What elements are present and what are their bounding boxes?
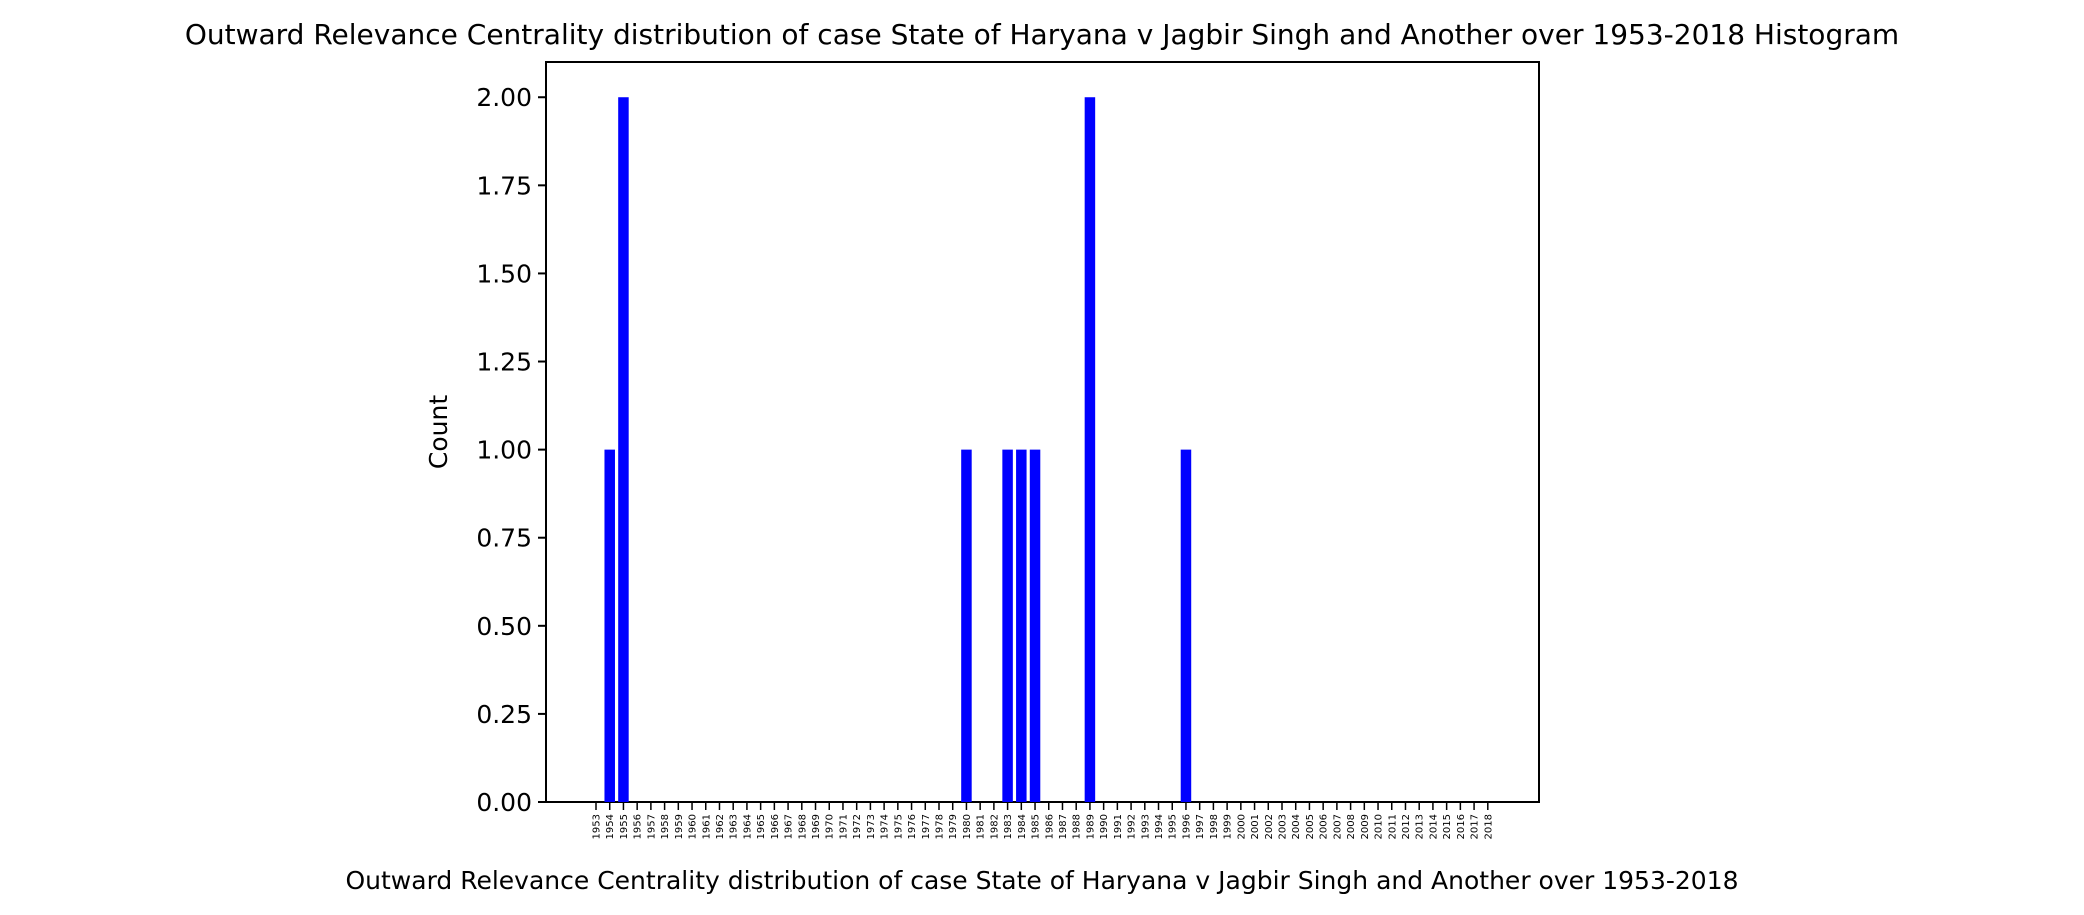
x-tick-label: 1959 — [674, 814, 685, 839]
x-tick-label: 1998 — [1209, 814, 1220, 839]
x-tick-label: 1972 — [852, 814, 863, 839]
x-tick-label: 2004 — [1291, 814, 1302, 839]
y-axis: 0.00 0.25 0.50 0.75 1.00 1.25 1.50 1.75 2.00 — [476, 83, 546, 817]
bar-1980 — [961, 449, 972, 802]
x-tick-label: 1973 — [866, 814, 877, 839]
x-tick-label: 1969 — [811, 814, 822, 839]
x-tick-label: 1970 — [825, 814, 836, 839]
x-tick-label: 1977 — [921, 814, 932, 839]
x-tick-label: 1996 — [1181, 814, 1192, 839]
y-tick-label: 1.25 — [476, 348, 532, 377]
x-tick-label: 1997 — [1195, 814, 1206, 839]
bar-1985 — [1029, 449, 1041, 802]
y-tick-label: 2.00 — [476, 83, 532, 112]
x-tick-label: 2000 — [1236, 814, 1247, 839]
x-tick-label: 1963 — [729, 814, 740, 839]
x-tick-label: 1953 — [592, 814, 603, 839]
x-tick-label: 1957 — [646, 814, 657, 839]
x-tick-label: 1989 — [1085, 814, 1096, 839]
x-tick-label: 1960 — [688, 814, 699, 839]
bar-1984 — [1016, 449, 1027, 802]
x-tick-label: 2003 — [1278, 814, 1289, 839]
x-tick-label: 1974 — [880, 814, 891, 839]
x-tick-label: 2006 — [1319, 814, 1330, 839]
x-tick-label: 1966 — [770, 814, 781, 839]
x-tick-label: 2015 — [1442, 814, 1453, 839]
x-tick-label: 1955 — [619, 814, 630, 839]
x-tick-label: 1975 — [893, 814, 904, 839]
x-tick-label: 1979 — [948, 814, 959, 839]
x-tick-label: 1976 — [907, 814, 918, 839]
bar-1996 — [1180, 449, 1192, 802]
x-tick-label: 2001 — [1250, 814, 1261, 839]
x-tick-label: 1968 — [797, 814, 808, 839]
x-tick-label: 1981 — [976, 814, 987, 839]
x-tick-label: 1954 — [605, 814, 616, 839]
x-tick-label: 2005 — [1305, 814, 1316, 839]
x-tick-label: 1958 — [660, 814, 671, 839]
x-tick-label: 2017 — [1470, 814, 1481, 839]
x-tick-label: 2014 — [1428, 814, 1439, 839]
x-tick-label: 1994 — [1154, 814, 1165, 839]
x-tick-label: 1995 — [1168, 814, 1179, 839]
x-tick-label: 1971 — [838, 814, 849, 839]
bars-group — [604, 97, 1192, 802]
chart-title: Outward Relevance Centrality distributio… — [185, 18, 1899, 51]
x-tick-label: 1962 — [715, 814, 726, 839]
x-tick-label: 1961 — [701, 814, 712, 839]
bar-1983 — [1002, 449, 1013, 802]
y-tick-label: 0.25 — [476, 700, 532, 729]
x-tick-label: 1978 — [935, 814, 946, 839]
x-tick-label: 1986 — [1044, 814, 1055, 839]
x-axis: 1953 1954 1955 1956 1957 1958 1959 1960 1961 1962… — [592, 802, 1494, 839]
y-tick-label: 1.75 — [476, 171, 532, 200]
x-tick-label: 2012 — [1401, 814, 1412, 839]
x-tick-label: 1990 — [1099, 814, 1110, 839]
x-axis-label: Outward Relevance Centrality distributio… — [345, 866, 1738, 895]
bar-1955 — [618, 97, 629, 802]
x-tick-label: 1965 — [756, 814, 767, 839]
y-tick-label: 0.50 — [476, 612, 532, 641]
x-tick-label: 1984 — [1017, 814, 1028, 839]
x-tick-label: 1982 — [989, 814, 1000, 839]
bar-1954 — [604, 449, 615, 802]
y-tick-label: 0.75 — [476, 524, 532, 553]
x-tick-label: 1992 — [1127, 814, 1138, 839]
x-tick-label: 1993 — [1140, 814, 1151, 839]
x-tick-label: 1985 — [1031, 814, 1042, 839]
x-tick-label: 1980 — [962, 814, 973, 839]
x-tick-label: 2007 — [1332, 814, 1343, 839]
x-tick-label: 1987 — [1058, 814, 1069, 839]
x-tick-label: 1999 — [1223, 814, 1234, 839]
plot-area — [545, 61, 1540, 803]
x-tick-label: 1988 — [1072, 814, 1083, 839]
x-tick-label: 2016 — [1456, 814, 1467, 839]
x-tick-label: 2013 — [1415, 814, 1426, 839]
y-tick-label: 1.00 — [476, 436, 532, 465]
x-tick-label: 2018 — [1483, 814, 1494, 839]
x-tick-label: 2010 — [1374, 814, 1385, 839]
y-axis-label: Count — [424, 395, 453, 469]
x-tick-label: 2011 — [1387, 814, 1398, 839]
x-tick-label: 2008 — [1346, 814, 1357, 839]
x-tick-label: 2002 — [1264, 814, 1275, 839]
x-tick-label: 1991 — [1113, 814, 1124, 839]
x-tick-label: 2009 — [1360, 814, 1371, 839]
x-tick-label: 1964 — [742, 814, 753, 839]
bar-1989 — [1084, 97, 1096, 802]
x-tick-label: 1967 — [784, 814, 795, 839]
x-tick-label: 1956 — [633, 814, 644, 839]
y-tick-label: 1.50 — [476, 259, 532, 288]
y-tick-label: 0.00 — [476, 788, 532, 817]
x-tick-label: 1983 — [1003, 814, 1014, 839]
